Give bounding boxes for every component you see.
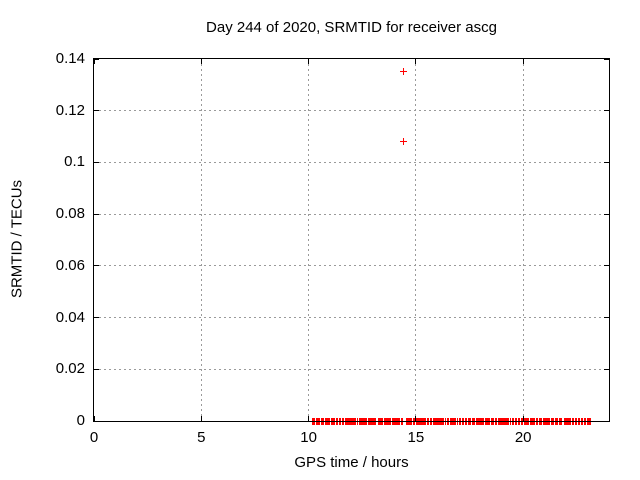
y-tick-label: 0.02 (55, 360, 85, 378)
y-tick-mark-right (604, 317, 609, 319)
gridline-vertical (200, 59, 202, 421)
y-tick-mark-right (604, 265, 609, 267)
x-tick-mark-top (93, 59, 95, 64)
y-axis-label-text: SRMTID / TECUs (8, 179, 26, 299)
gridline-horizontal (94, 265, 609, 267)
y-tick-mark-right (604, 213, 609, 215)
y-tick-mark-left (94, 213, 99, 215)
y-tick-mark-right (604, 110, 609, 112)
y-tick-label: 0.12 (55, 101, 85, 119)
x-tick-mark-bottom (200, 416, 202, 421)
gridline-horizontal (94, 317, 609, 319)
x-tick-label: 5 (197, 429, 206, 446)
y-tick-mark-right (604, 368, 609, 370)
y-tick-mark-left (94, 161, 99, 163)
y-tick-label: 0.08 (55, 205, 85, 223)
x-tick-mark-top (308, 59, 310, 64)
y-tick-mark-left (94, 265, 99, 267)
x-tick-mark-bottom (93, 416, 95, 421)
gridline-horizontal (94, 368, 609, 370)
y-tick-label: 0.1 (64, 153, 85, 171)
y-tick-label: 0.14 (55, 50, 85, 67)
x-tick-mark-top (200, 59, 202, 64)
data-point-marker (399, 68, 407, 76)
chart-title: Day 244 of 2020, SRMTID for receiver asc… (206, 19, 497, 36)
data-point-marker (399, 138, 407, 146)
y-tick-mark-right (604, 58, 609, 60)
y-tick-label: 0 (76, 412, 85, 429)
x-tick-mark-bottom (415, 416, 417, 421)
y-tick-label: 0.04 (55, 308, 85, 326)
gridline-horizontal (94, 213, 609, 215)
y-tick-mark-left (94, 58, 99, 60)
x-tick-mark-bottom (308, 416, 310, 421)
y-tick-mark-right (604, 420, 609, 422)
x-tick-label: 15 (407, 429, 425, 446)
gridline-vertical (522, 59, 524, 421)
x-tick-mark-top (415, 59, 417, 64)
gridline-horizontal (94, 161, 609, 163)
y-tick-label: 0.06 (55, 256, 85, 274)
plot-area (93, 58, 610, 425)
gridline-vertical (308, 59, 310, 421)
y-tick-mark-left (94, 420, 99, 422)
plot-border (93, 58, 610, 422)
y-tick-mark-left (94, 110, 99, 112)
gridline-vertical (415, 59, 417, 421)
x-tick-label: 10 (300, 429, 317, 446)
x-tick-mark-bottom (522, 416, 524, 421)
y-tick-mark-right (604, 161, 609, 163)
y-tick-mark-left (94, 317, 99, 319)
x-axis-label: GPS time / hours (294, 454, 409, 471)
x-tick-label: 0 (89, 429, 99, 446)
gridline-horizontal (94, 110, 609, 112)
y-tick-mark-left (94, 368, 99, 370)
x-tick-label: 20 (514, 429, 532, 446)
x-tick-mark-top (522, 59, 524, 64)
data-point-marker (586, 417, 594, 425)
